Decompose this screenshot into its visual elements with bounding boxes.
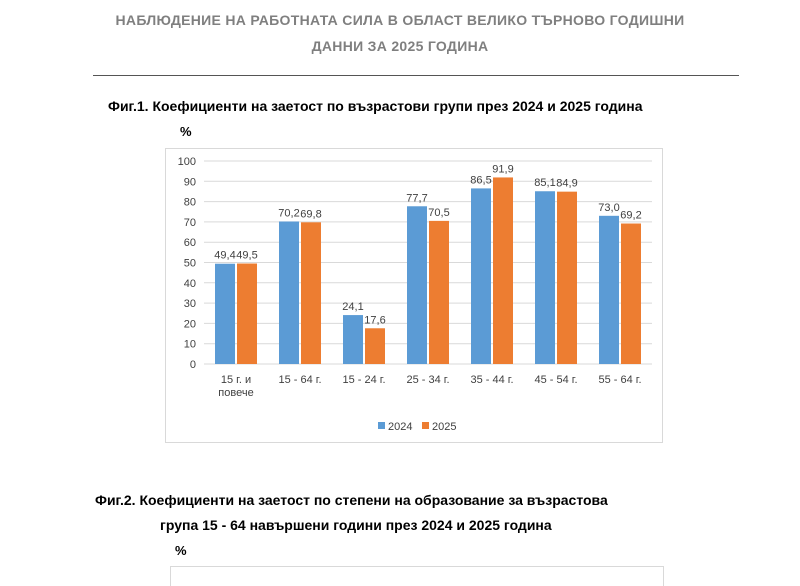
data-label: 84,9 xyxy=(556,178,577,190)
data-label: 69,2 xyxy=(620,210,641,222)
data-label: 77,7 xyxy=(406,192,427,204)
bar-2024 xyxy=(535,191,555,364)
x-tick-label: 15 г. и xyxy=(221,374,251,386)
bar-2025 xyxy=(493,177,513,364)
bar-2025 xyxy=(429,220,449,364)
y-tick-label: 100 xyxy=(178,156,196,168)
x-tick-label: 15 - 64 г. xyxy=(278,374,321,386)
bar-2024 xyxy=(471,188,491,364)
y-tick-label: 0 xyxy=(190,359,196,371)
y-tick-label: 80 xyxy=(184,197,196,209)
data-label: 86,5 xyxy=(470,174,491,186)
y-tick-label: 20 xyxy=(184,318,196,330)
x-tick-label: 45 - 54 г. xyxy=(534,374,577,386)
figure1-title: Фиг.1. Коефициенти на заетост по възраст… xyxy=(108,98,643,114)
figure2-chart-frame xyxy=(170,566,664,586)
x-tick-label: 15 - 24 г. xyxy=(342,374,385,386)
report-title-line1: НАБЛЮДЕНИЕ НА РАБОТНАТА СИЛА В ОБЛАСТ ВЕ… xyxy=(115,12,685,28)
legend-swatch xyxy=(422,422,429,429)
y-tick-label: 90 xyxy=(184,176,196,188)
y-tick-label: 50 xyxy=(184,258,196,270)
data-label: 69,8 xyxy=(300,208,321,220)
title-divider xyxy=(93,75,739,76)
data-label: 70,5 xyxy=(428,207,449,219)
bar-2025 xyxy=(365,328,385,364)
figure2-unit: % xyxy=(175,543,187,558)
data-label: 70,2 xyxy=(278,207,299,219)
figure1-unit: % xyxy=(180,124,192,139)
bar-2025 xyxy=(301,222,321,364)
x-tick-label: 55 - 64 г. xyxy=(598,374,641,386)
y-tick-label: 60 xyxy=(184,237,196,249)
data-label: 49,4 xyxy=(214,250,235,262)
figure2-title-line2: група 15 - 64 навършени години през 2024… xyxy=(160,517,552,533)
data-label: 85,1 xyxy=(534,177,555,189)
figure1-chart-frame: 0 10 20 30 40 50 60 70 80 90 100 49,4 49,5 15 г. и пов… xyxy=(165,148,663,443)
data-label: 17,6 xyxy=(364,314,385,326)
y-tick-label: 10 xyxy=(184,339,196,351)
bar-2024 xyxy=(279,221,299,364)
data-label: 24,1 xyxy=(342,301,363,313)
figure2-title-line1: Фиг.2. Коефициенти на заетост по степени… xyxy=(95,492,608,508)
data-label: 49,5 xyxy=(236,250,257,262)
legend-label: 2025 xyxy=(432,421,456,433)
x-tick-label: 25 - 34 г. xyxy=(406,374,449,386)
report-title-line2: ДАННИ ЗА 2025 ГОДИНА xyxy=(311,38,489,54)
legend-swatch xyxy=(378,422,385,429)
bar-2024 xyxy=(343,315,363,364)
bar-2024 xyxy=(215,263,235,364)
data-label: 91,9 xyxy=(492,163,513,175)
bar-2024 xyxy=(407,206,427,364)
x-tick-label: 35 - 44 г. xyxy=(470,374,513,386)
figure1-bar-chart: 0 10 20 30 40 50 60 70 80 90 100 49,4 49,5 15 г. ипов… xyxy=(178,156,652,433)
y-tick-label: 30 xyxy=(184,298,196,310)
y-tick-label: 70 xyxy=(184,217,196,229)
bar-2024 xyxy=(599,215,619,364)
bar-2025 xyxy=(237,263,257,364)
bar-2025 xyxy=(621,223,641,364)
bar-2025 xyxy=(557,191,577,364)
legend-label: 2024 xyxy=(388,421,412,433)
x-tick-label: повече xyxy=(218,387,253,399)
y-tick-label: 40 xyxy=(184,278,196,290)
data-label: 73,0 xyxy=(598,202,619,214)
